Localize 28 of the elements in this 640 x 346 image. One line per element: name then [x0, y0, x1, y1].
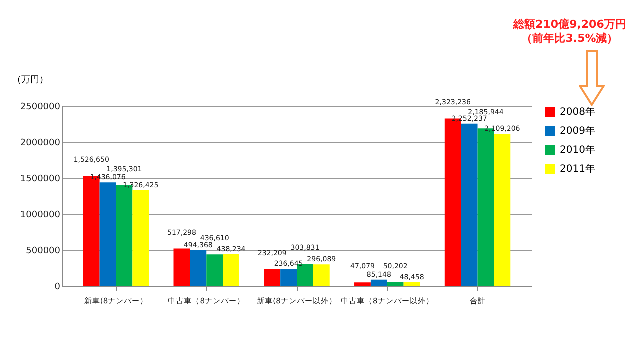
text: （前年比3.5%減） [520, 32, 620, 46]
y-tick-label: 2500000 [20, 102, 61, 112]
legend-label: 2010年 [560, 144, 596, 156]
y-tick-label: 1000000 [20, 210, 61, 220]
text: 総額210億9,206万円 [512, 18, 628, 32]
bar [404, 282, 420, 286]
bar [494, 134, 511, 286]
bar [280, 268, 297, 286]
y-axis-title: （万円） [12, 76, 48, 86]
bar [223, 254, 240, 286]
bar [461, 124, 478, 286]
legend-label: 2011年 [560, 163, 596, 175]
y-tick-label: 1500000 [20, 174, 61, 184]
bar [100, 182, 116, 286]
bar [354, 282, 371, 286]
bar [313, 264, 330, 286]
bar [174, 248, 190, 286]
bar [190, 250, 207, 286]
legend-label: 2008年 [560, 106, 596, 118]
bar [206, 254, 224, 286]
legend-label: 2009年 [560, 125, 596, 137]
bar [387, 282, 404, 286]
y-tick-label: 500000 [26, 246, 61, 256]
bar [370, 280, 388, 286]
y-tick-label: 2000000 [20, 138, 61, 148]
bar [264, 269, 281, 286]
bar [132, 190, 150, 286]
y-tick-label: 0 [54, 282, 61, 292]
